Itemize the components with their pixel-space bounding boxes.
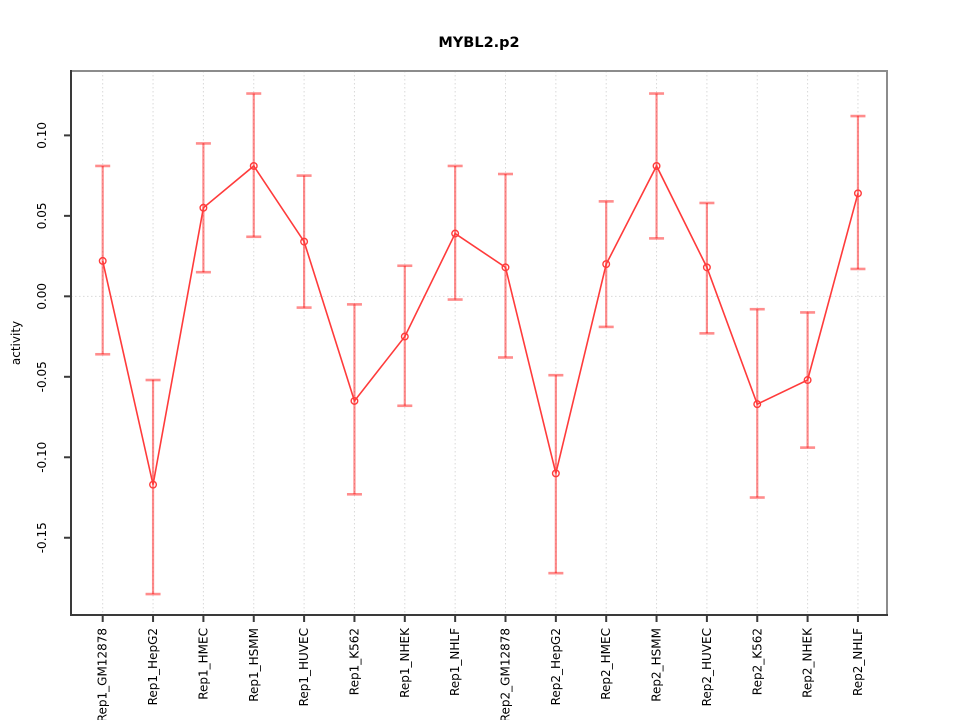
data-point — [350, 396, 359, 405]
y-tick-label: -0.05 — [35, 361, 49, 392]
x-tick-label: Rep1_HepG2 — [146, 628, 160, 705]
error-bar — [850, 114, 866, 271]
data-point — [551, 469, 560, 478]
error-bars — [95, 92, 866, 596]
error-bar — [95, 164, 111, 356]
x-tick-label: Rep2_HMEC — [599, 628, 613, 700]
data-series — [98, 161, 862, 489]
y-tick-label: 0.05 — [35, 202, 49, 229]
x-axis: Rep1_GM12878 Rep1_HepG2 Rep1_HMEC Rep1_HSMM… — [96, 615, 865, 720]
data-point — [803, 376, 812, 385]
grid-layer — [71, 71, 887, 615]
data-point — [501, 263, 510, 272]
series-line — [101, 164, 859, 485]
error-bar — [498, 172, 513, 359]
x-tick-label: Rep2_HSMM — [650, 628, 664, 702]
x-tick-label: Rep2_NHEK — [801, 627, 815, 698]
x-tick-label: Rep2_NHLF — [851, 628, 865, 696]
data-point — [98, 256, 107, 265]
x-tick-label: Rep2_HepG2 — [549, 628, 563, 705]
error-bar — [548, 373, 564, 575]
plot-border — [70, 70, 888, 616]
x-tick-label: Rep2_K562 — [750, 628, 764, 695]
data-point — [400, 332, 409, 341]
y-tick-label: -0.10 — [35, 442, 49, 473]
y-axis: 0.10 0.05 0.00 -0.05 -0.10 -0.15 — [35, 122, 71, 553]
x-tick-label: Rep1_HUVEC — [297, 628, 311, 706]
x-tick-label: Rep1_K562 — [347, 628, 361, 695]
x-tick-label: Rep2_HUVEC — [700, 628, 714, 706]
chart-title: MYBL2.p2 — [438, 35, 519, 51]
y-axis-title: activity — [9, 321, 23, 365]
data-point — [249, 161, 258, 170]
x-tick-label: Rep1_HSMM — [247, 628, 261, 702]
x-tick-label: Rep1_NHLF — [448, 628, 462, 696]
data-point — [853, 189, 862, 198]
data-point — [451, 229, 460, 238]
y-tick-label: -0.15 — [35, 522, 49, 553]
data-point — [300, 237, 309, 246]
data-point — [652, 161, 661, 170]
error-bar — [145, 378, 161, 596]
plot-box — [70, 70, 888, 616]
data-point — [753, 400, 762, 409]
data-point — [149, 480, 158, 489]
y-tick-label: 0.00 — [35, 283, 49, 310]
y-tick-label: 0.10 — [35, 122, 49, 149]
x-tick-label: Rep2_GM12878 — [499, 628, 513, 720]
x-tick-label: Rep1_HMEC — [196, 628, 210, 700]
x-tick-label: Rep1_GM12878 — [96, 628, 110, 720]
x-tick-label: Rep1_NHEK — [398, 627, 412, 698]
data-point — [199, 203, 208, 212]
data-point — [702, 263, 711, 272]
data-point — [602, 260, 611, 269]
